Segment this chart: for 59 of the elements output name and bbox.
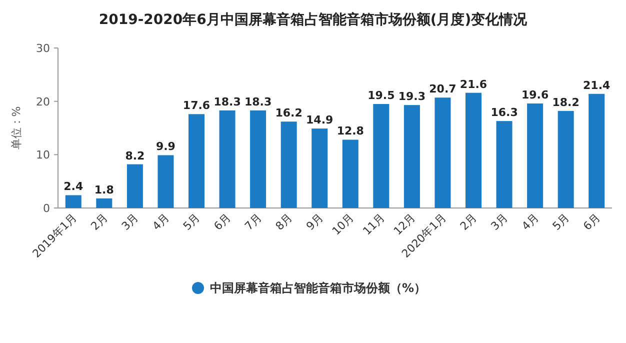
bar	[404, 105, 420, 208]
x-tick-label: 2月	[88, 210, 110, 233]
data-label: 1.8	[94, 183, 114, 196]
x-tick-label: 5月	[180, 210, 203, 233]
y-tick-label: 10	[36, 148, 50, 162]
x-tick-label: 8月	[273, 210, 295, 233]
bar	[126, 164, 143, 208]
bar	[219, 110, 236, 208]
data-label: 8.2	[125, 149, 145, 162]
data-label: 18.2	[552, 96, 580, 109]
data-label: 16.2	[275, 106, 302, 120]
data-label: 19.6	[521, 88, 549, 102]
x-tick-label: 12月	[391, 210, 418, 238]
bar	[342, 140, 358, 208]
data-label: 20.7	[429, 82, 456, 96]
x-tick-label: 9月	[304, 210, 326, 233]
bar	[373, 104, 390, 208]
bar	[250, 110, 266, 208]
y-tick-label: 0	[43, 202, 50, 215]
bar	[65, 195, 82, 208]
bar	[588, 94, 605, 208]
bar	[496, 121, 512, 208]
bar	[558, 110, 574, 208]
x-tick-label: 10月	[330, 210, 357, 238]
bar	[96, 198, 112, 208]
x-tick-label: 4月	[519, 210, 542, 233]
data-label: 18.3	[244, 95, 272, 108]
chart-title: 2019-2020年6月中国屏幕音箱占智能音箱市场份额(月度)变化情况	[98, 11, 528, 28]
y-tick-label: 30	[36, 42, 50, 55]
data-label: 9.9	[156, 140, 176, 154]
data-label: 21.6	[460, 78, 488, 91]
data-label: 2.4	[64, 180, 84, 194]
data-label: 14.9	[306, 114, 334, 127]
data-label: 12.8	[336, 124, 364, 138]
data-label: 18.3	[214, 95, 241, 108]
x-tick-label: 6月	[580, 210, 603, 233]
bar	[280, 122, 297, 208]
data-label: 17.6	[182, 99, 210, 112]
x-tick-label: 3月	[488, 210, 510, 233]
data-label: 16.3	[490, 106, 518, 120]
x-tick-label: 2月	[458, 210, 480, 233]
bar	[188, 114, 204, 208]
y-tick-label: 20	[36, 95, 50, 108]
data-label: 19.3	[398, 90, 426, 104]
x-tick-label: 11月	[360, 210, 388, 238]
bar	[158, 155, 174, 208]
x-tick-label: 3月	[119, 210, 142, 233]
y-axis-title: 单位：%	[10, 106, 23, 150]
bar	[527, 103, 544, 208]
x-tick-label: 4月	[150, 210, 172, 233]
bar	[434, 98, 451, 208]
x-tick-label: 6月	[211, 210, 234, 233]
data-label: 21.4	[583, 78, 611, 92]
x-tick-label: 7月	[242, 210, 264, 233]
x-tick-label: 5月	[550, 210, 572, 233]
data-label: 19.5	[368, 89, 395, 102]
bar	[312, 128, 328, 208]
legend-label: 中国屏幕音箱占智能音箱市场份额（%）	[210, 281, 426, 295]
bar	[466, 92, 482, 208]
